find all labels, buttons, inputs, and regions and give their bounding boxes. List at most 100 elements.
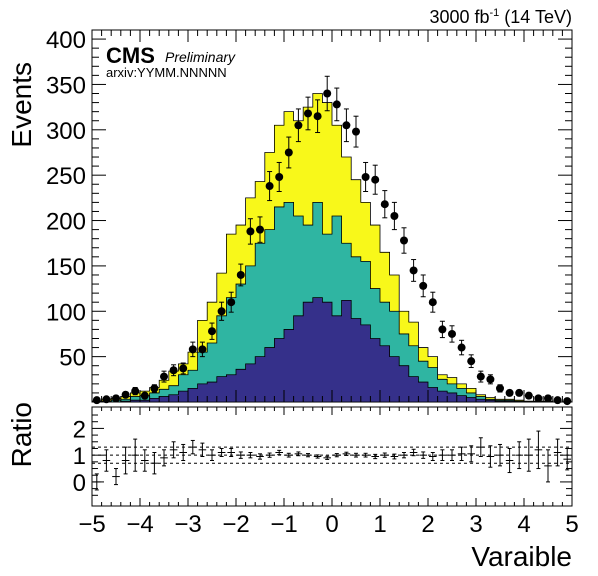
- ratio-point: [448, 449, 456, 462]
- x-tick-label: 0: [325, 511, 338, 538]
- ratio-panel: 012−5 −4 −3 −2 −1 0 1 2 3 4 5 Ratio Varaible: [6, 402, 579, 572]
- data-point: [112, 394, 120, 403]
- data-point: [256, 216, 264, 243]
- ratio-point: [438, 449, 447, 462]
- data-point: [457, 339, 466, 356]
- data-point: [390, 201, 399, 231]
- ratio-point: [323, 455, 331, 460]
- data-point: [438, 320, 447, 339]
- data-point: [304, 96, 312, 131]
- main-axis-ticks: 50 100 150 200 250 300 350 400: [46, 27, 573, 506]
- data-point: [227, 291, 236, 313]
- data-point: [265, 171, 274, 202]
- ratio-point: [256, 453, 264, 460]
- y-tick-label: 300: [46, 118, 86, 145]
- ratio-point: [390, 453, 399, 460]
- ratio-point: [342, 451, 351, 456]
- data-point: [121, 390, 130, 399]
- ratio-y-axis-title: Ratio: [6, 402, 37, 467]
- x-tick-label: −5: [78, 511, 105, 538]
- data-point: [476, 370, 485, 383]
- ratio-point: [553, 438, 562, 467]
- cms-label: CMS: [106, 43, 155, 68]
- data-point: [553, 396, 562, 405]
- ratio-point: [400, 451, 408, 459]
- x-tick-label: −3: [174, 511, 201, 538]
- data-point: [496, 384, 504, 393]
- ratio-point: [189, 439, 197, 455]
- data-point: [217, 301, 226, 321]
- ratio-point: [352, 452, 360, 458]
- stacked-histograms: [91, 93, 572, 403]
- ratio-point: [285, 452, 293, 458]
- y-axis-title: Events: [6, 62, 37, 148]
- ratio-point: [486, 445, 495, 468]
- luminosity-label: 3000 fb-1 (14 TeV): [429, 7, 572, 27]
- data-point: [198, 341, 207, 358]
- x-tick-label: −1: [270, 511, 297, 538]
- y-tick-label: 150: [46, 254, 86, 281]
- ratio-point: [208, 449, 216, 462]
- ratio-point: [313, 454, 322, 459]
- ratio-axis-ticks: 012−5 −4 −3 −2 −1 0 1 2 3 4 5: [73, 414, 579, 538]
- x-axis-title: Varaible: [471, 541, 572, 572]
- ratio-point: [102, 449, 111, 472]
- ratio-point: [121, 446, 130, 475]
- data-point: [563, 397, 572, 406]
- data-point: [380, 190, 389, 219]
- data-point: [409, 259, 418, 282]
- ratio-point: [409, 448, 418, 457]
- ratio-point: [361, 452, 370, 458]
- ratio-point: [227, 447, 235, 457]
- data-point: [332, 87, 341, 122]
- y-tick-label: 250: [46, 163, 86, 190]
- ratio-points: [93, 430, 571, 491]
- ratio-point: [294, 451, 303, 457]
- ratio-point: [515, 441, 523, 470]
- y-tick-label: 400: [46, 27, 86, 54]
- ratio-point: [131, 438, 139, 472]
- x-tick-label: 5: [565, 511, 578, 538]
- x-tick-label: 1: [373, 511, 386, 538]
- data-point: [428, 291, 437, 313]
- data-point: [246, 218, 255, 245]
- data-point: [160, 370, 168, 383]
- data-point: [544, 394, 552, 403]
- data-point: [323, 75, 332, 112]
- data-point: [275, 161, 284, 193]
- ratio-point: [525, 438, 533, 472]
- ratio-point: [505, 447, 514, 474]
- ratio-point: [141, 449, 149, 472]
- y-tick-label: 350: [46, 72, 86, 99]
- x-tick-label: −2: [222, 511, 249, 538]
- ratio-point: [275, 449, 283, 456]
- data-point: [236, 263, 245, 287]
- data-point: [140, 391, 149, 400]
- data-point: [169, 364, 178, 377]
- ratio-point: [477, 437, 485, 457]
- data-point: [102, 395, 111, 404]
- ratio-point: [169, 441, 178, 459]
- ratio-point: [419, 451, 427, 459]
- ratio-point: [371, 453, 379, 460]
- ratio-point: [198, 442, 207, 457]
- data-point: [515, 388, 524, 397]
- ratio-point: [237, 451, 245, 459]
- ratio-point: [265, 452, 274, 458]
- ratio-point: [246, 451, 255, 459]
- ratio-point: [112, 468, 120, 486]
- y-tick-label: 200: [46, 209, 86, 236]
- data-point: [505, 388, 514, 397]
- x-tick-label: 4: [517, 511, 530, 538]
- data-point: [284, 136, 293, 169]
- y-tick-label: 50: [59, 345, 86, 372]
- ratio-y-tick-label: 0: [73, 470, 86, 497]
- ratio-y-tick-label: 1: [73, 443, 86, 470]
- ratio-point: [534, 430, 543, 470]
- data-point: [294, 108, 303, 143]
- data-point: [188, 341, 197, 358]
- ratio-point: [381, 452, 389, 458]
- ratio-point: [429, 451, 437, 462]
- data-point: [92, 396, 101, 405]
